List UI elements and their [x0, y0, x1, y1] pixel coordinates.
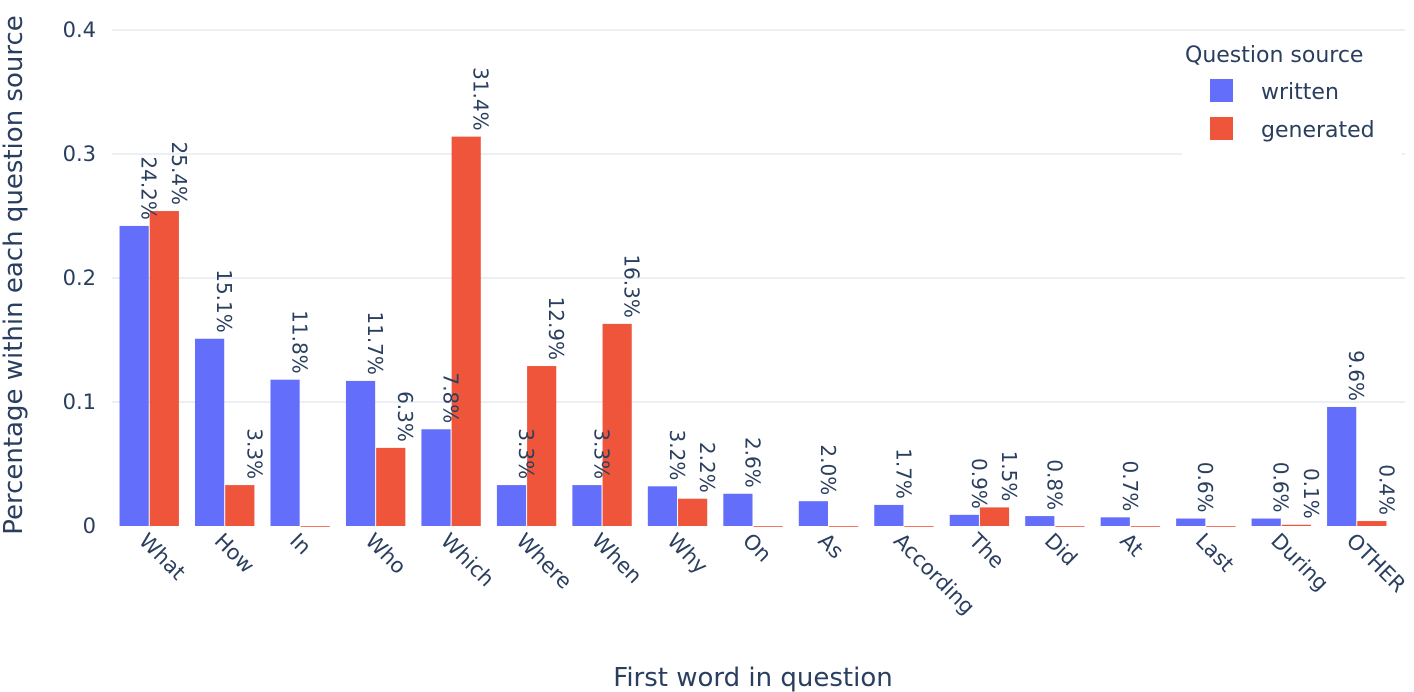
bar-label-written-on: 2.6%	[740, 437, 764, 488]
y-tick-label: 0.1	[63, 390, 96, 414]
y-axis-ticks: 0 0.1 0.2 0.3 0.4	[63, 18, 96, 538]
bar-label-written-what: 24.2%	[137, 156, 161, 220]
bar-generated-last	[1206, 526, 1236, 527]
bar-label-written-who: 11.7%	[363, 311, 387, 375]
bar-written-how	[195, 338, 225, 526]
bar-written-according	[874, 504, 904, 526]
legend-swatch-generated	[1210, 117, 1233, 140]
x-tick-label: Last	[1191, 529, 1239, 577]
bar-label-written-why: 3.2%	[665, 430, 689, 481]
x-tick-label: OTHER	[1342, 529, 1411, 598]
bar-generated-in	[300, 526, 330, 527]
bar-written-as	[798, 501, 828, 526]
bar-written-the	[949, 514, 979, 526]
bar-label-generated-which: 31.4%	[469, 67, 493, 131]
legend-title: Question source	[1185, 43, 1363, 68]
bar-written-did	[1025, 516, 1055, 526]
bar-label-generated-when: 16.3%	[620, 254, 644, 318]
bar-label-written-in: 11.8%	[288, 310, 312, 374]
legend-label-written: written	[1261, 80, 1339, 105]
y-tick-label: 0.2	[63, 266, 96, 290]
bar-written-what	[119, 225, 149, 527]
bar-label-generated-during: 0.1%	[1299, 468, 1323, 519]
x-tick-label: Why	[662, 529, 712, 579]
x-axis-ticks: What How In Who Which Where When Why On As Accordi…	[134, 528, 1410, 619]
bars	[119, 136, 1387, 527]
bar-label-written-according: 1.7%	[891, 448, 915, 499]
gridlines	[112, 29, 1405, 403]
bar-label-written-the: 0.9%	[967, 458, 991, 509]
bar-written-in	[270, 379, 300, 526]
bar-written-when	[572, 485, 602, 526]
bar-label-written-when: 3.3%	[589, 428, 613, 479]
bar-label-generated-the: 1.5%	[997, 451, 1021, 502]
bar-generated-what	[149, 211, 179, 527]
bar-generated-at	[1130, 526, 1161, 527]
x-tick-label: What	[134, 529, 190, 585]
x-tick-label: At	[1115, 529, 1148, 562]
bar-generated-why	[678, 498, 708, 526]
y-tick-label: 0	[83, 514, 96, 538]
bar-label-written-other: 9.6%	[1344, 350, 1368, 401]
bar-label-written-did: 0.8%	[1042, 459, 1066, 510]
bar-label-written-how: 15.1%	[212, 269, 236, 333]
bar-written-why	[647, 486, 678, 526]
x-tick-label: As	[813, 529, 848, 564]
bar-generated-on	[753, 526, 783, 527]
bar-label-written-where: 3.3%	[514, 428, 538, 479]
x-tick-label: On	[738, 529, 776, 567]
x-tick-label: Who	[361, 529, 411, 579]
bar-written-other	[1327, 406, 1357, 526]
x-tick-label: According	[889, 529, 980, 620]
bar-label-generated-who: 6.3%	[393, 391, 417, 442]
bar-label-written-during: 0.6%	[1269, 462, 1293, 513]
x-tick-label: Where	[512, 529, 577, 594]
x-tick-label: Did	[1040, 529, 1082, 571]
bar-generated-how	[225, 485, 255, 526]
bar-label-written-which: 7.8%	[439, 372, 463, 423]
bar-generated-did	[1055, 526, 1085, 527]
legend-label-generated: generated	[1261, 118, 1375, 143]
y-tick-label: 0.3	[63, 142, 96, 166]
bar-label-generated-how: 3.3%	[242, 428, 266, 479]
bar-value-labels: 24.2% 25.4% 15.1% 3.3% 11.8% 11.7%6.3% 7.8% 31.…	[137, 67, 1399, 519]
bar-generated-where	[527, 366, 557, 526]
bar-label-written-last: 0.6%	[1193, 462, 1217, 513]
bar-written-which	[421, 429, 451, 526]
x-tick-label: Which	[436, 529, 499, 592]
x-tick-label: The	[964, 528, 1009, 573]
legend-swatch-written	[1210, 79, 1233, 102]
bar-generated-who	[376, 447, 406, 526]
bar-generated-during	[1281, 524, 1311, 526]
bar-written-who	[345, 380, 376, 526]
x-axis-title: First word in question	[613, 663, 892, 692]
bar-generated-according	[904, 526, 934, 527]
bar-label-written-as: 2.0%	[816, 444, 840, 495]
bar-label-generated-where: 12.9%	[544, 296, 568, 360]
x-tick-label: When	[587, 529, 647, 589]
bar-label-generated-why: 2.2%	[695, 442, 719, 493]
bar-generated-when	[602, 323, 632, 526]
bar-generated-which	[451, 136, 481, 526]
x-tick-label: During	[1266, 529, 1333, 596]
bar-label-written-at: 0.7%	[1118, 461, 1142, 512]
y-axis-title: Percentage within each question source	[0, 15, 29, 535]
bar-generated-the	[979, 507, 1010, 526]
bar-written-during	[1251, 518, 1281, 526]
bar-label-generated-what: 25.4%	[167, 141, 191, 205]
y-tick-label: 0.4	[63, 18, 96, 42]
legend: Question source written generated	[1182, 36, 1402, 156]
bar-written-at	[1100, 517, 1130, 526]
bar-generated-as	[828, 526, 859, 527]
bar-written-last	[1176, 518, 1206, 526]
x-tick-label: In	[285, 529, 316, 560]
bar-generated-other	[1357, 521, 1387, 526]
bar-written-on	[723, 493, 753, 526]
bar-label-generated-other: 0.4%	[1374, 464, 1398, 515]
x-tick-label: How	[210, 529, 259, 578]
bar-written-where	[496, 485, 527, 526]
